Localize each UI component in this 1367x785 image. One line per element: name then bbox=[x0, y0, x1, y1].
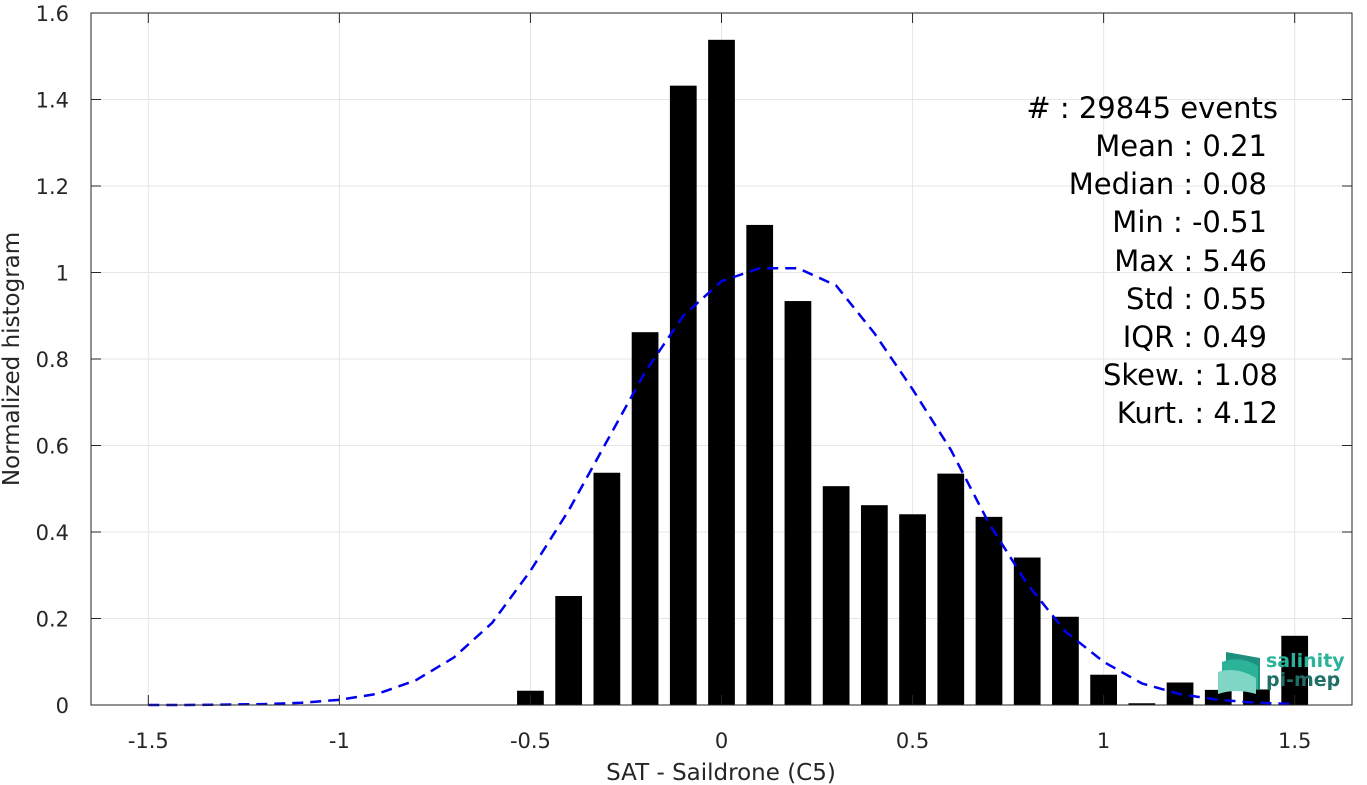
histogram-bar bbox=[631, 332, 659, 705]
histogram-bar bbox=[899, 514, 926, 705]
y-tick-label: 0.2 bbox=[36, 608, 69, 632]
histogram-bar bbox=[746, 224, 774, 706]
stat-std: Std : 0.55 bbox=[1126, 282, 1267, 316]
fit-curve-line bbox=[148, 266, 1295, 707]
y-tick-label: 1.6 bbox=[36, 2, 69, 26]
logo-text-salinity: salinity bbox=[1266, 650, 1345, 672]
stat-min: Min : -0.51 bbox=[1112, 205, 1267, 239]
x-tick-label: 0 bbox=[715, 729, 728, 753]
y-tick-label: 1.4 bbox=[36, 89, 69, 113]
stat-iqr: IQR : 0.49 bbox=[1123, 320, 1267, 354]
tick-labels: -1.5 -1 -0.5 0 0.5 1 1.5 0 0.2 0.4 0.6 0.8 1 1.2 1.4 1.… bbox=[36, 2, 1312, 753]
histogram-bar bbox=[860, 505, 888, 705]
histogram-bar bbox=[1013, 557, 1041, 705]
y-tick-label: 0 bbox=[56, 694, 69, 718]
histogram-bar bbox=[975, 516, 1003, 705]
x-tick-label: 0.5 bbox=[896, 729, 929, 753]
stat-events: # : 29845 events bbox=[1026, 91, 1278, 125]
y-tick-label: 0.8 bbox=[36, 348, 69, 372]
histogram-bar bbox=[1281, 635, 1309, 705]
x-tick-label: -1 bbox=[329, 729, 350, 753]
histogram-bar bbox=[937, 473, 965, 705]
x-tick-label: -1.5 bbox=[128, 729, 169, 753]
histogram-bar bbox=[1128, 703, 1156, 705]
stat-mean: Mean : 0.21 bbox=[1095, 129, 1267, 163]
stat-median: Median : 0.08 bbox=[1069, 167, 1267, 201]
stats-box: # : 29845 events Mean : 0.21 Median : 0.… bbox=[1026, 91, 1278, 430]
y-tick-label: 1.2 bbox=[36, 175, 69, 199]
y-tick-label: 0.4 bbox=[36, 521, 69, 545]
histogram-bar bbox=[669, 85, 697, 705]
axes-frame bbox=[90, 12, 1353, 706]
logo-text-pimep: pi-mep bbox=[1266, 669, 1340, 691]
histogram-bar bbox=[708, 39, 735, 705]
wave-logo-icon bbox=[1218, 652, 1260, 694]
stat-kurt: Kurt. : 4.12 bbox=[1117, 396, 1278, 430]
stat-max: Max : 5.46 bbox=[1114, 244, 1267, 278]
histogram-bar bbox=[555, 596, 583, 705]
histogram-bar bbox=[822, 486, 850, 705]
histogram-bars bbox=[517, 39, 1309, 706]
x-tick-label: 1 bbox=[1097, 729, 1110, 753]
y-tick-label: 1 bbox=[56, 262, 69, 286]
histogram-bar bbox=[593, 472, 621, 705]
salinity-pimep-logo: salinity pi-mep bbox=[1218, 650, 1345, 694]
x-tick-label: 1.5 bbox=[1278, 729, 1311, 753]
y-axis-label: Normalized histogram bbox=[0, 232, 25, 486]
x-tick-label: -0.5 bbox=[510, 729, 551, 753]
x-axis-label: SAT - Saildrone (C5) bbox=[606, 760, 836, 785]
gaussian-fit bbox=[148, 266, 1295, 707]
histogram-bar bbox=[784, 301, 812, 705]
stat-skew: Skew. : 1.08 bbox=[1103, 358, 1278, 392]
y-tick-label: 0.6 bbox=[36, 435, 69, 459]
